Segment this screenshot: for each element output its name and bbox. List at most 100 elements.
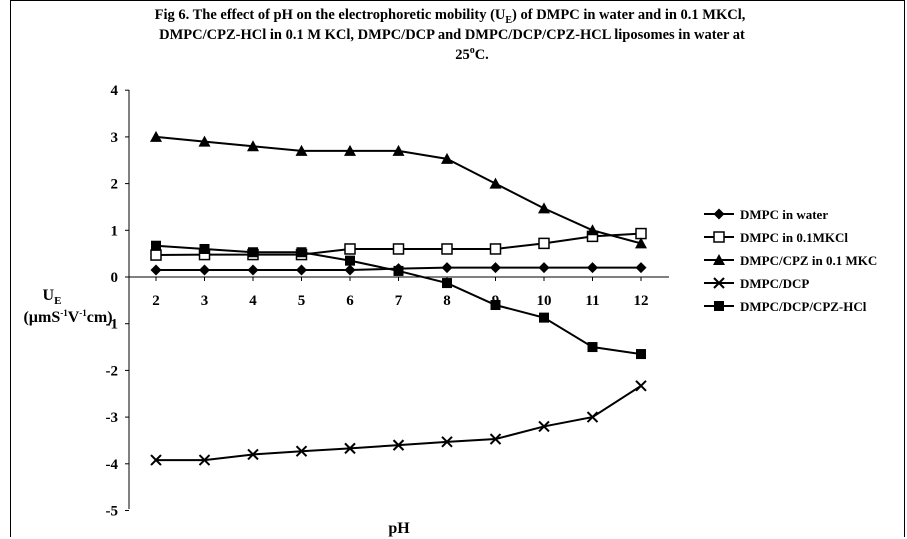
data-point: [489, 243, 502, 255]
data-point: [151, 240, 161, 251]
data-point: [150, 249, 162, 261]
series-line: [156, 384, 642, 462]
data-point: [344, 442, 356, 455]
legend: DMPC in water DMPC in 0.1MKCl DMPC/CPZ in …: [704, 207, 877, 314]
y-axis-label: UE (µmS-1V-1cm): [23, 287, 112, 326]
data-point: [392, 243, 405, 255]
x-tick-label: 8: [443, 293, 451, 309]
data-point: [538, 202, 550, 214]
legend-label: DMPC/DCP: [740, 276, 809, 291]
y-tick-label: 1: [111, 223, 119, 239]
y-tick-label: 3: [111, 130, 119, 146]
data-point: [489, 177, 502, 189]
data-point: [441, 436, 453, 448]
data-point: [538, 262, 550, 274]
x-ticks: 23456789101112: [152, 277, 649, 309]
data-point: [441, 262, 453, 274]
data-point: [296, 264, 307, 276]
data-point: [295, 144, 308, 156]
x-tick-label: 11: [585, 293, 599, 309]
x-tick-label: 3: [201, 293, 209, 309]
title-line-1: Fig 6. The effect of pH on the electroph…: [155, 7, 746, 26]
data-point: [539, 312, 549, 323]
data-point: [586, 224, 599, 236]
data-point: [392, 439, 405, 451]
data-point: [199, 264, 210, 276]
data-point: [247, 264, 259, 276]
x-tick-label: 7: [395, 293, 403, 309]
data-point: [150, 130, 162, 142]
y-tick-label: -4: [106, 457, 119, 473]
data-point: [635, 262, 647, 274]
data-point: [344, 243, 356, 255]
legend-marker: [713, 254, 725, 265]
legend-label: DMPC/DCP/CPZ-HCl: [740, 299, 867, 314]
legend-label: DMPC/CPZ in 0.1 MKC: [740, 253, 877, 268]
x-tick-label: 10: [537, 293, 552, 309]
legend-marker: [713, 277, 725, 289]
x-tick-label: 6: [346, 293, 354, 309]
data-point: [489, 433, 502, 445]
y-axis-label-units: (µmS-1V-1cm): [23, 308, 112, 326]
legend-marker: [713, 208, 725, 220]
data-point: [538, 420, 550, 433]
y-tick-label: -5: [106, 504, 119, 520]
y-tick-label: 0: [111, 270, 119, 286]
y-tick-label: -2: [106, 363, 119, 379]
x-tick-label: 4: [249, 293, 257, 309]
data-point: [586, 411, 599, 423]
data-point: [441, 243, 453, 255]
data-point: [344, 264, 356, 276]
data-point: [393, 265, 404, 276]
data-point: [636, 349, 646, 360]
series-triangle: [150, 130, 647, 249]
data-point: [344, 144, 356, 156]
series-layer: [150, 130, 647, 466]
data-point: [490, 262, 501, 274]
legend-item: DMPC in water: [704, 207, 828, 222]
data-point: [635, 227, 647, 240]
legend-label: DMPC in 0.1MKCl: [740, 230, 848, 245]
data-point: [199, 243, 210, 254]
legend-item: DMPC/DCP/CPZ-HCl: [704, 299, 867, 314]
y-tick-label: 2: [111, 177, 119, 193]
y-axis-label-main: UE: [43, 287, 62, 307]
data-point: [248, 247, 258, 258]
data-point: [296, 247, 307, 258]
data-point: [198, 454, 211, 466]
data-point: [538, 237, 550, 250]
data-point: [587, 342, 598, 353]
data-point: [441, 152, 453, 164]
legend-marker: [713, 231, 725, 243]
data-point: [442, 278, 452, 289]
data-point: [392, 144, 405, 156]
data-point: [247, 140, 259, 152]
series-square-open: [150, 227, 647, 261]
y-tick-label: -3: [106, 410, 119, 426]
x-tick-label: 2: [152, 293, 160, 309]
data-point: [635, 380, 647, 392]
data-point: [490, 300, 501, 311]
title-line-2: DMPC/CPZ-HCl in 0.1 M KCl, DMPC/DCP and …: [159, 27, 745, 43]
data-point: [345, 255, 355, 266]
data-point: [247, 448, 259, 461]
legend-label: DMPC in water: [740, 207, 828, 222]
legend-item: DMPC/DCP: [704, 276, 809, 291]
y-ticks: 4 3 2 1 0 -1 -2 -3 -4 -5: [106, 83, 129, 520]
title-line-3: 25oC.: [455, 45, 489, 63]
series-x: [150, 380, 647, 466]
data-point: [150, 454, 162, 466]
data-point: [635, 237, 647, 249]
x-axis-label: pH: [388, 520, 410, 537]
series-square-filled: [151, 240, 646, 360]
data-point: [587, 262, 598, 274]
data-point: [198, 135, 211, 147]
legend-item: DMPC in 0.1MKCl: [704, 230, 848, 245]
legend-item: DMPC/CPZ in 0.1 MKC: [704, 253, 877, 268]
chart-frame: [10, 0, 905, 537]
y-tick-label: 4: [111, 83, 119, 99]
chart-title: Fig 6. The effect of pH on the electroph…: [155, 7, 746, 63]
x-tick-label: 12: [634, 293, 649, 309]
legend-marker: [714, 301, 724, 311]
